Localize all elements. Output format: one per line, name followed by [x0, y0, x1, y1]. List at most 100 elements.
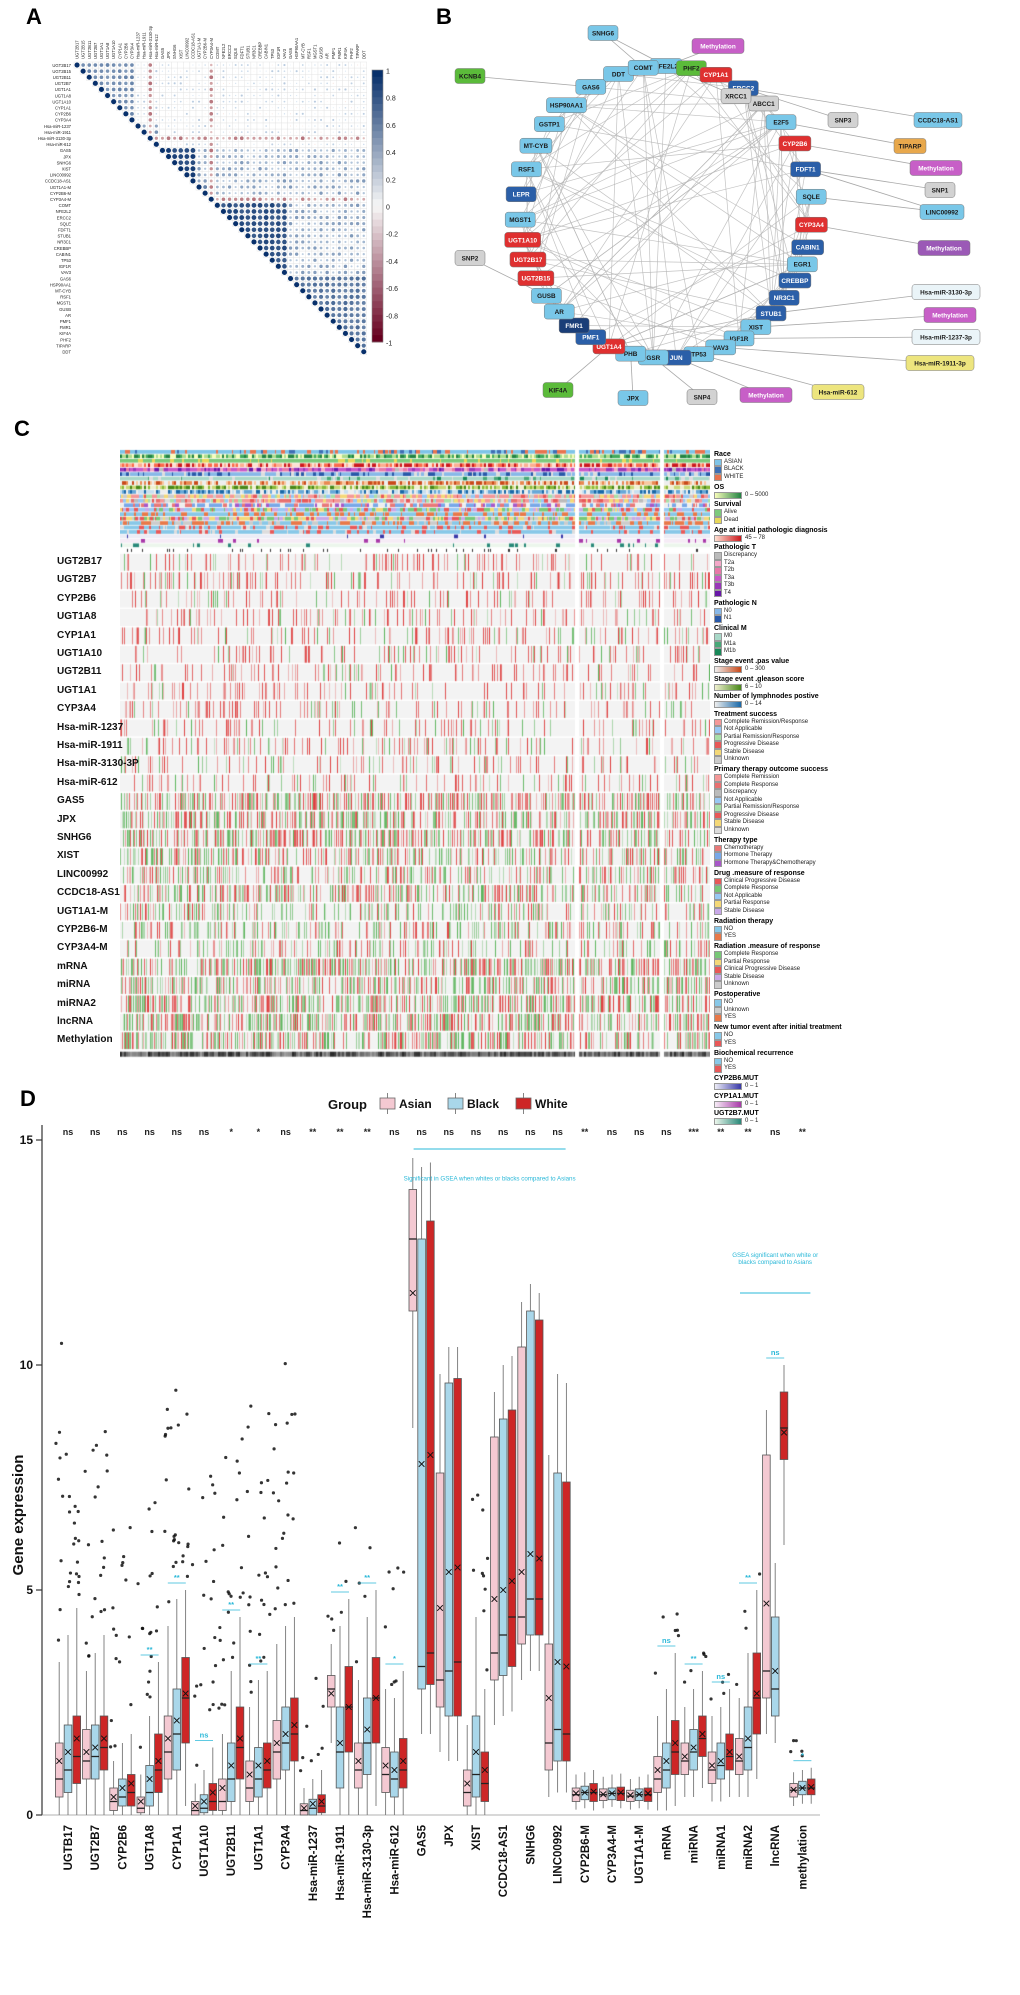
- svg-text:JPX: JPX: [166, 51, 171, 59]
- network-node: SNP4: [686, 389, 718, 405]
- network-node: E2F5: [765, 114, 797, 130]
- svg-text:ns: ns: [716, 1672, 725, 1681]
- network-node: ABCC1: [748, 95, 779, 112]
- svg-text:MT-CYB: MT-CYB: [55, 289, 71, 294]
- svg-text:miRNA: miRNA: [689, 1825, 701, 1863]
- svg-text:Methylation: Methylation: [932, 312, 968, 319]
- network-node: SNP3: [827, 112, 859, 128]
- svg-text:HSP90AA1: HSP90AA1: [294, 37, 299, 59]
- svg-text:CYP1A1: CYP1A1: [117, 42, 122, 59]
- svg-text:SNHG6: SNHG6: [57, 160, 72, 165]
- legend-gradient: 0 – 5000: [714, 491, 1014, 499]
- svg-text:FDFT1: FDFT1: [58, 228, 72, 233]
- legend-item: M1b: [714, 648, 1014, 656]
- network-node: CYP3A4: [795, 216, 828, 233]
- legend-title: Age at initial pathologic diagnosis: [714, 526, 828, 534]
- legend-item: YES: [714, 933, 1014, 941]
- box-category: ns CYP3A4-M: [599, 1127, 625, 1883]
- svg-text:FMR1: FMR1: [60, 325, 72, 330]
- svg-text:ns: ns: [661, 1127, 672, 1137]
- svg-text:STUB1: STUB1: [761, 311, 782, 318]
- svg-text:-0.8: -0.8: [386, 313, 398, 320]
- box-category: ns XIST: [462, 1127, 490, 1851]
- svg-text:SNP4: SNP4: [694, 394, 711, 401]
- legend-item: T3a: [714, 574, 1014, 582]
- svg-text:CYP3A4-M: CYP3A4-M: [607, 1825, 619, 1883]
- svg-text:Hsa-miR-1237-3p: Hsa-miR-1237-3p: [920, 334, 972, 341]
- svg-text:CYP3A4-M: CYP3A4-M: [50, 197, 71, 202]
- legend-item: Not Applicable: [714, 892, 1014, 900]
- svg-text:miRNA1: miRNA1: [716, 1824, 728, 1869]
- svg-text:UGT1A4: UGT1A4: [596, 344, 622, 351]
- heatmap-row-label: XIST: [57, 850, 80, 862]
- svg-text:UGT2B15: UGT2B15: [52, 69, 71, 74]
- legend-item: Alive: [714, 509, 1014, 517]
- legend-gradient: 0 – 1: [714, 1100, 1014, 1108]
- svg-text:Hsa-miR-1911: Hsa-miR-1911: [142, 32, 147, 59]
- svg-text:CCDC18-AS1: CCDC18-AS1: [918, 117, 959, 124]
- svg-text:GAS6: GAS6: [582, 84, 600, 91]
- legend-title: OS: [714, 483, 725, 491]
- svg-text:**: **: [337, 1582, 343, 1591]
- panel-c-label: C: [14, 416, 30, 441]
- legend-gradient: 0 – 300: [714, 666, 1014, 673]
- svg-text:TP53: TP53: [691, 352, 707, 359]
- svg-text:UGT2B11: UGT2B11: [87, 40, 92, 59]
- svg-text:ns: ns: [444, 1127, 455, 1137]
- svg-text:CYP3A4: CYP3A4: [55, 118, 72, 123]
- network-node: JPX: [617, 390, 649, 406]
- legend-item: NO: [714, 999, 1014, 1007]
- network-node: CABIN1: [791, 239, 824, 256]
- svg-text:SNHG6: SNHG6: [592, 30, 614, 37]
- svg-text:miRNA2: miRNA2: [743, 1825, 755, 1870]
- network-node: Methylation: [909, 160, 963, 176]
- network-node: CREBBP: [778, 272, 812, 289]
- network-node: Methylation: [739, 387, 793, 403]
- network-node: SNP1: [924, 182, 956, 198]
- svg-text:ns: ns: [771, 1348, 780, 1357]
- svg-text:UGT1A10: UGT1A10: [508, 237, 537, 244]
- correlation-matrix: UGT2B17UGT2B15UGT2B11UGT2B7UGT1A1UGT1A8U…: [38, 25, 398, 356]
- svg-text:0.6: 0.6: [386, 123, 396, 130]
- heatmap-row-label: UGT1A8: [57, 611, 97, 623]
- legend-item: Complete Remission/Response: [714, 718, 1014, 726]
- svg-text:LEPR: LEPR: [513, 192, 530, 199]
- legend-title: Pathologic N: [714, 599, 757, 607]
- svg-text:Hsa-miR-612: Hsa-miR-612: [819, 389, 858, 396]
- svg-text:ns: ns: [662, 1636, 671, 1645]
- svg-text:NR3C1: NR3C1: [774, 295, 795, 302]
- svg-text:GUSB: GUSB: [59, 307, 71, 312]
- svg-text:TIPARP: TIPARP: [899, 143, 923, 150]
- svg-text:GUSB: GUSB: [537, 293, 556, 300]
- legend-title: Postoperative: [714, 991, 761, 998]
- svg-text:NFE2L2: NFE2L2: [56, 209, 72, 214]
- heatmap-row-label: CYP2B6-M: [57, 923, 108, 935]
- svg-text:KIF4A: KIF4A: [343, 47, 348, 59]
- legend-gradient: 45 – 78: [714, 534, 1014, 542]
- svg-text:UGT2B7: UGT2B7: [93, 42, 98, 59]
- svg-text:AR: AR: [555, 309, 565, 316]
- box-category: ns UGTB17: [54, 1127, 81, 1870]
- svg-text:ns: ns: [90, 1127, 101, 1137]
- svg-text:PMF1: PMF1: [60, 319, 72, 324]
- box-category: ns LINC00992: [544, 1127, 571, 1884]
- legend-item: Progressive Disease: [714, 741, 1014, 749]
- svg-text:UGT1A10: UGT1A10: [199, 1825, 211, 1877]
- legend-item: NO: [714, 925, 1014, 933]
- svg-text:CYP2B6: CYP2B6: [117, 1825, 129, 1870]
- svg-text:methylation: methylation: [797, 1825, 809, 1890]
- svg-text:mRNA: mRNA: [661, 1825, 673, 1860]
- legend-title: Stage event .gleason score: [714, 675, 805, 683]
- network-node: CYP2B6: [778, 135, 812, 152]
- panel-a-label: A: [26, 4, 42, 29]
- svg-text:JUN: JUN: [670, 355, 683, 362]
- svg-text:blacks compared to Asians: blacks compared to Asians: [738, 1259, 812, 1266]
- svg-text:PHF2: PHF2: [60, 337, 71, 342]
- box-category: ns SNHG6: [517, 1127, 544, 1865]
- legend-item: Complete Response: [714, 951, 1014, 959]
- box-category: ** ** Hsa-miR-3130-3p: [353, 1127, 381, 1918]
- svg-text:RSF1: RSF1: [518, 167, 535, 174]
- svg-text:NFE2L2: NFE2L2: [654, 63, 678, 70]
- svg-text:CYP1A1: CYP1A1: [172, 1824, 184, 1869]
- legend-item: Partial Response: [714, 958, 1014, 966]
